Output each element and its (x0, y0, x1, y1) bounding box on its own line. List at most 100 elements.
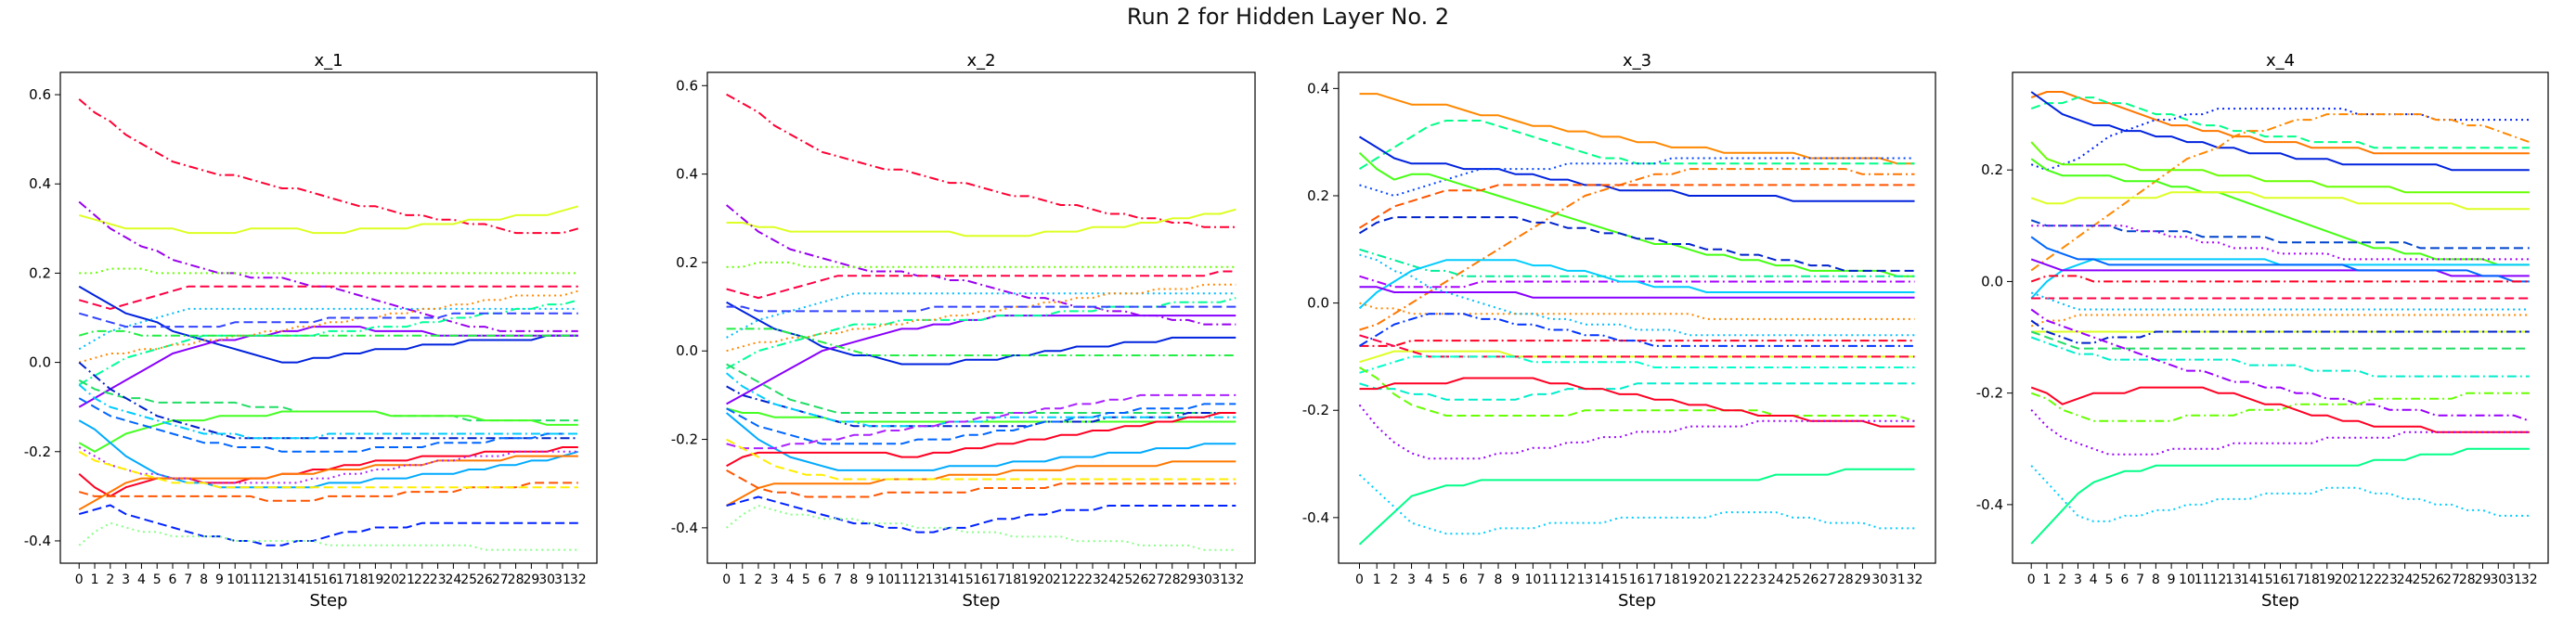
x-tick-label: 1 (1373, 572, 1381, 587)
x-tick-label: 11 (242, 572, 259, 587)
series-line-x_3-15 (1359, 340, 1915, 347)
x-tick-label: 15 (957, 572, 974, 587)
x-tick-label: 2 (1390, 572, 1398, 587)
x-tick-label: 13 (926, 572, 942, 587)
x-tick-label: 28 (1837, 572, 1854, 587)
series-line-x_1-4 (78, 285, 578, 364)
x-tick-label: 28 (2459, 572, 2476, 587)
x-tick-label: 5 (2105, 572, 2114, 587)
x-tick-label: 18 (352, 572, 369, 587)
y-tick-label: 0.4 (676, 166, 698, 183)
y-tick-label: 0.2 (29, 264, 51, 281)
x-tick-label: 27 (1148, 572, 1165, 587)
series-line-x_3-4 (1359, 157, 1915, 197)
x-tick-label: 5 (1442, 572, 1450, 587)
subplot-x_1: 0 1 2 3 4 5 6 7 8 9 101112131415161718192021222324… (24, 51, 598, 611)
x-tick-label: 27 (492, 572, 509, 587)
subplot-x_4: 0 1 2 3 4 5 6 7 8 9 101112131415161718192021222324… (1976, 51, 2549, 611)
x-tick-label: 18 (1004, 572, 1021, 587)
series-line-x_1-6 (78, 285, 578, 310)
x-tick-label: 7 (184, 572, 192, 587)
x-tick-label: 2 (106, 572, 114, 587)
series-line-x_1-13 (78, 379, 578, 422)
series-line-x_3-3 (1358, 135, 1915, 202)
y-tick-label: 0.0 (1981, 273, 2003, 289)
x-tick-label: 19 (1681, 572, 1698, 587)
y-tick-label: -0.4 (1302, 509, 1329, 526)
x-tick-label: 0 (75, 572, 84, 587)
series-line-x_2-24 (726, 495, 1236, 533)
axes-frame (1338, 71, 1936, 564)
x-tick-label: 23 (430, 572, 447, 587)
x-tick-label: 25 (2413, 572, 2429, 587)
y-tick-label: 0.2 (1981, 161, 2003, 178)
x-tick-label: 24 (1767, 572, 1784, 587)
series-line-x_2-6 (726, 270, 1236, 300)
x-axis-label: Step (2261, 591, 2299, 611)
y-tick-label: -0.2 (671, 431, 698, 448)
x-tick-label: 9 (1511, 572, 1520, 587)
series-line-x_1-10 (78, 289, 579, 364)
x-tick-label: 14 (941, 572, 958, 587)
series-line-x_4-26 (2030, 447, 2530, 545)
y-tick-label: -0.4 (24, 533, 51, 549)
x-tick-label: 16 (973, 572, 990, 587)
series-line-x_1-3 (78, 200, 578, 332)
x-tick-label: 29 (1855, 572, 1871, 587)
y-tick-label: -0.4 (1976, 496, 2003, 513)
x-tick-label: 4 (786, 572, 795, 587)
x-tick-label: 12 (2210, 572, 2227, 587)
x-tick-label: 32 (570, 572, 587, 587)
x-tick-label: 30 (2490, 572, 2506, 587)
x-tick-label: 31 (1211, 572, 1228, 587)
series-line-x_1-22 (78, 482, 578, 502)
series-line-x_3-9 (1359, 248, 1915, 277)
x-tick-label: 32 (1227, 572, 1244, 587)
x-tick-label: 5 (153, 572, 162, 587)
x-tick-label: 14 (2241, 572, 2258, 587)
x-tick-label: 21 (1715, 572, 1732, 587)
x-tick-label: 32 (1907, 572, 1923, 587)
x-tick-label: 26 (1133, 572, 1149, 587)
series-line-x_4-14 (2030, 275, 2530, 283)
x-axis-label: Step (963, 591, 1001, 611)
x-tick-label: 31 (1889, 572, 1906, 587)
x-tick-label: 6 (169, 572, 177, 587)
x-tick-label: 25 (1116, 572, 1133, 587)
x-tick-label: 9 (866, 572, 874, 587)
series-line-x_4-27 (2030, 465, 2530, 522)
series-line-x_4-7 (2030, 158, 2530, 266)
series-line-x_3-14 (1359, 253, 1915, 337)
series-line-x_2-14 (726, 407, 1236, 423)
y-tick-label: 0.2 (676, 254, 698, 271)
x-tick-label: 2 (2058, 572, 2066, 587)
x-tick-label: 8 (1495, 572, 1503, 587)
x-tick-label: 31 (554, 572, 571, 587)
x-tick-label: 28 (508, 572, 524, 587)
series-line-x_1-18 (78, 419, 579, 489)
x-tick-label: 9 (215, 572, 224, 587)
x-tick-label: 1 (91, 572, 99, 587)
y-tick-label: 0.4 (1307, 80, 1329, 96)
x-tick-label: 8 (849, 572, 858, 587)
series-line-x_2-2 (726, 208, 1236, 238)
x-tick-label: 25 (460, 572, 477, 587)
axes-frame (2012, 71, 2549, 564)
series-line-x_3-2 (1358, 120, 1915, 170)
series-line-x_3-11 (1358, 259, 1915, 310)
x-tick-label: 17 (336, 572, 353, 587)
series-line-x_3-20 (1359, 382, 1915, 401)
x-tick-label: 26 (2427, 572, 2444, 587)
x-tick-label: 9 (2168, 572, 2176, 587)
x-tick-label: 26 (476, 572, 493, 587)
y-tick-label: 0.2 (1307, 187, 1329, 204)
y-tick-label: 0.0 (1307, 295, 1329, 312)
x-tick-label: 20 (1037, 572, 1054, 587)
x-tick-label: 12 (1560, 572, 1576, 587)
x-tick-label: 15 (304, 572, 321, 587)
x-tick-label: 31 (2505, 572, 2522, 587)
x-tick-label: 13 (1577, 572, 1594, 587)
x-axis-label: Step (1618, 591, 1656, 611)
x-tick-label: 32 (2521, 572, 2538, 587)
x-tick-label: 20 (2335, 572, 2351, 587)
